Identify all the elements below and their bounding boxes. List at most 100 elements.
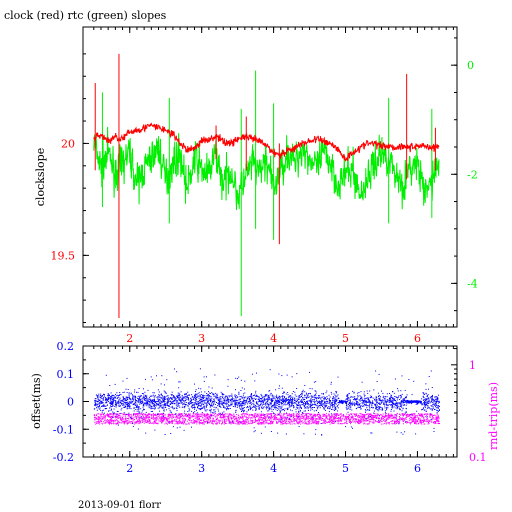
- round-trip-point: [209, 414, 211, 416]
- offset-point: [359, 399, 361, 401]
- offset-point: [345, 407, 347, 409]
- offset-point: [357, 403, 359, 405]
- offset-point: [227, 401, 229, 403]
- offset-point: [222, 403, 224, 405]
- offset-point: [134, 389, 136, 391]
- round-trip-point: [188, 422, 190, 424]
- round-trip-point: [421, 414, 423, 416]
- offset-point: [283, 409, 284, 411]
- round-trip-point: [248, 422, 250, 424]
- round-trip-point: [250, 420, 252, 422]
- offset-point: [138, 402, 140, 404]
- round-trip-point: [104, 420, 106, 421]
- offset-point: [182, 399, 184, 401]
- round-trip-point: [276, 422, 278, 424]
- round-trip-point: [110, 418, 112, 420]
- offset-point: [178, 394, 180, 396]
- offset-point: [319, 407, 321, 409]
- round-trip-point: [279, 413, 280, 415]
- offset-point: [116, 392, 118, 394]
- round-trip-point: [265, 416, 267, 418]
- round-trip-point: [193, 422, 194, 424]
- round-trip-point: [383, 418, 385, 419]
- offset-point: [112, 397, 114, 399]
- top-panel-frame: [82, 26, 458, 328]
- offset-point: [146, 399, 148, 401]
- round-trip-point: [437, 421, 439, 423]
- round-trip-point: [131, 421, 133, 423]
- offset-point: [302, 400, 303, 402]
- offset-point: [257, 402, 259, 404]
- round-trip-point: [234, 415, 235, 417]
- round-trip-point: [383, 419, 385, 420]
- round-trip-point: [438, 423, 440, 424]
- offset-point: [296, 398, 298, 400]
- offset-point: [394, 378, 396, 380]
- offset-point: [430, 408, 432, 410]
- offset-point: [417, 403, 419, 405]
- round-trip-point: [255, 413, 257, 415]
- offset-point: [353, 392, 355, 394]
- offset-point: [332, 407, 334, 409]
- offset-point: [334, 409, 335, 411]
- round-trip-point: [268, 417, 269, 419]
- offset-point: [178, 397, 180, 399]
- round-trip-point: [226, 413, 228, 415]
- offset-point: [170, 393, 172, 395]
- offset-point: [302, 412, 304, 414]
- offset-point: [320, 404, 322, 406]
- rtc-slope-series: [93, 70, 440, 317]
- round-trip-point: [253, 416, 255, 418]
- round-trip-point: [154, 420, 156, 422]
- offset-point: [359, 404, 360, 406]
- round-trip-point: [356, 418, 358, 420]
- round-trip-point: [186, 416, 188, 418]
- round-trip-point: [108, 416, 110, 418]
- round-trip-point: [268, 419, 270, 421]
- round-trip-point: [147, 414, 149, 416]
- offset-point: [428, 407, 430, 409]
- round-trip-point: [237, 419, 239, 421]
- round-trip-point: [185, 418, 187, 420]
- round-trip-point: [191, 415, 193, 417]
- round-trip-point: [355, 420, 357, 422]
- round-trip-point: [362, 417, 364, 419]
- round-trip-point: [209, 416, 211, 418]
- round-trip-point: [437, 415, 439, 417]
- offset-point: [180, 402, 182, 404]
- top-panel-axes: 2 3 4 5 619.520-4-20: [51, 27, 478, 345]
- offset-point: [107, 398, 109, 400]
- round-trip-point: [380, 423, 382, 425]
- offset-point: [430, 419, 432, 420]
- round-trip-point: [410, 416, 412, 418]
- round-trip-point: [410, 413, 412, 415]
- offset-point: [127, 399, 128, 400]
- offset-point: [182, 404, 184, 406]
- offset-point: [241, 401, 243, 403]
- round-trip-point: [282, 420, 284, 422]
- round-trip-point: [239, 421, 241, 423]
- round-trip-point: [339, 420, 341, 422]
- round-trip-point: [418, 418, 420, 420]
- offset-point: [334, 399, 336, 401]
- offset-point: [258, 396, 260, 398]
- offset-point: [209, 404, 210, 405]
- round-trip-point: [315, 421, 317, 423]
- round-trip-point: [323, 420, 325, 421]
- offset-point: [241, 397, 243, 399]
- round-trip-point: [417, 420, 419, 422]
- offset-point: [261, 399, 263, 401]
- round-trip-point: [200, 422, 202, 424]
- round-trip-point: [361, 413, 363, 415]
- round-trip-point: [122, 413, 124, 415]
- offset-point: [237, 405, 239, 407]
- offset-point: [311, 408, 313, 410]
- round-trip-point: [96, 423, 98, 425]
- round-trip-point: [207, 420, 209, 422]
- offset-point: [381, 390, 382, 392]
- offset-point: [347, 398, 349, 400]
- round-trip-point: [374, 417, 376, 418]
- round-trip-point: [209, 416, 211, 418]
- round-trip-point: [430, 420, 432, 422]
- offset-point: [220, 398, 222, 400]
